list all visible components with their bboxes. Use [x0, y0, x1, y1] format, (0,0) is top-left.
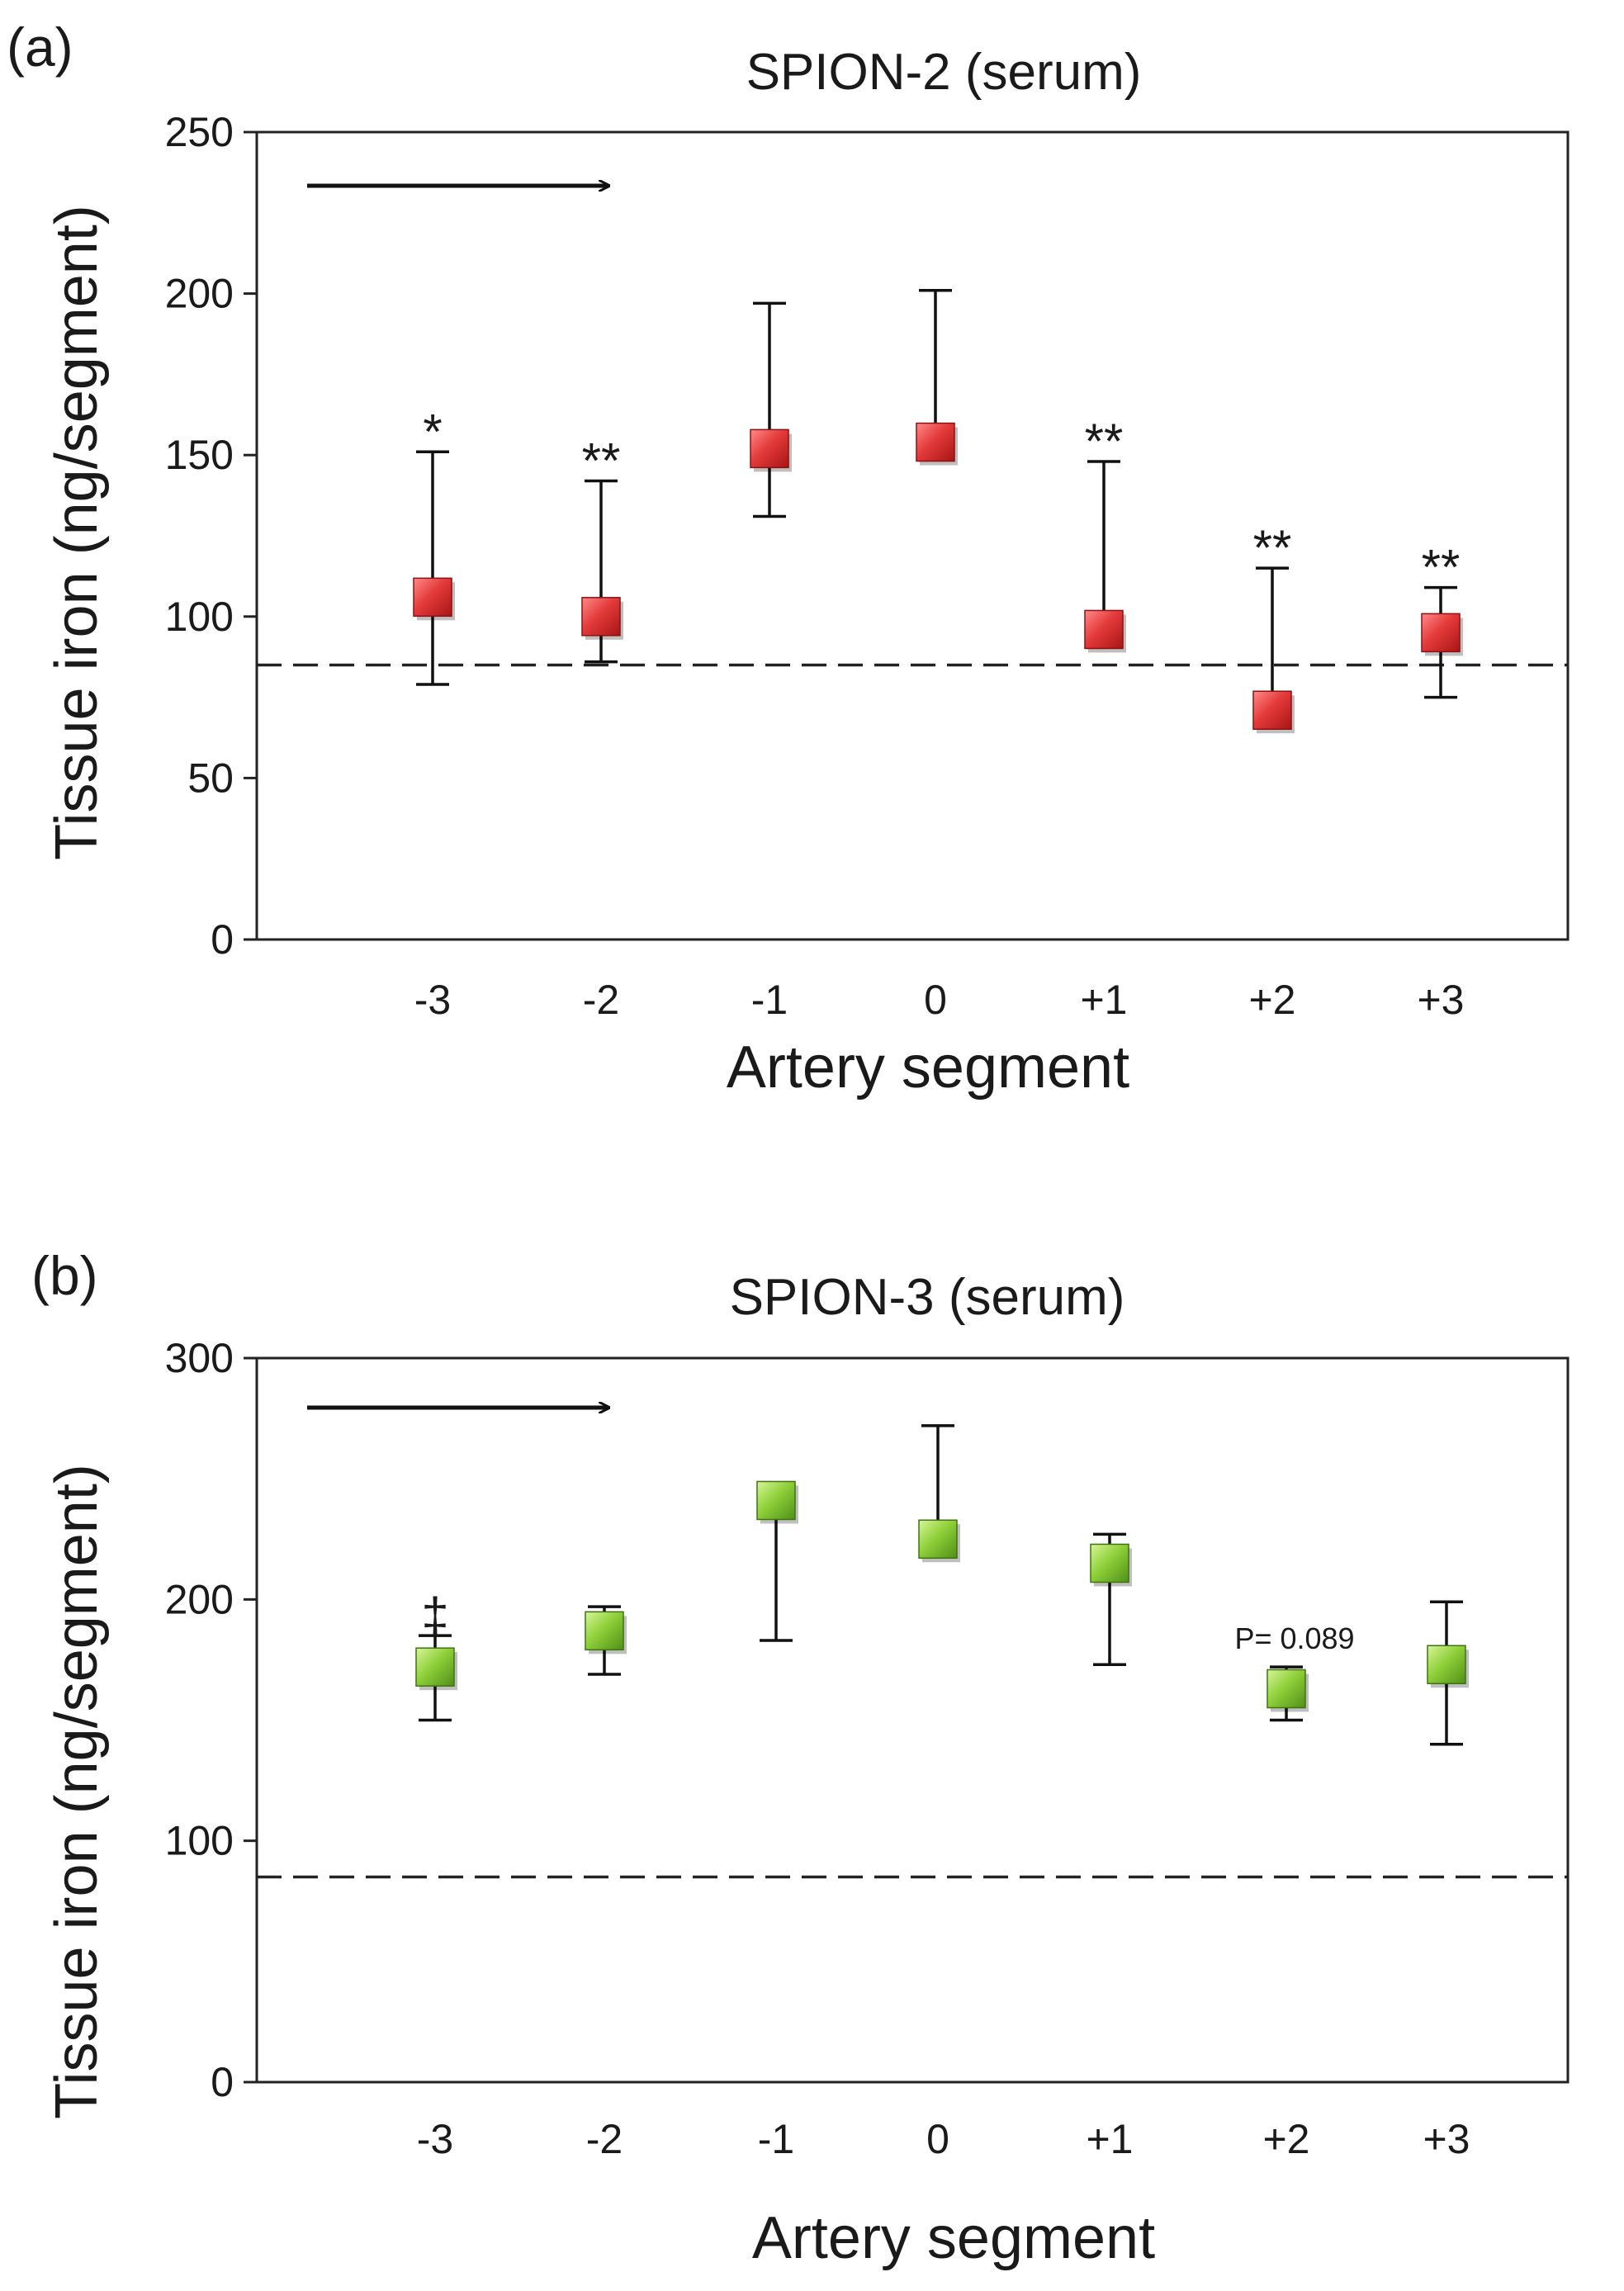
x-tick-label: -2 [583, 977, 619, 1023]
x-tick-label: +1 [1086, 2116, 1133, 2162]
chart-panel-a: (a) SPION-2 (serum) Tissue iron (ng/segm… [7, 17, 1570, 1101]
chart-title: SPION-3 (serum) [730, 1269, 1125, 1326]
data-point [918, 1519, 958, 1559]
data-point [415, 1647, 455, 1687]
x-tick-label: +2 [1248, 977, 1295, 1023]
x-tick-label: -1 [751, 977, 788, 1023]
y-tick-label: 0 [211, 2059, 234, 2105]
y-axis-title: Tissue iron (ng/segment) [44, 205, 110, 860]
significance-annotation: ** [1085, 414, 1124, 469]
significance-annotation: ** [1253, 520, 1292, 575]
x-tick-label: 0 [924, 977, 947, 1023]
plot-frame [255, 130, 1570, 941]
x-tick-label: +1 [1080, 977, 1127, 1023]
y-tick-label: 0 [211, 916, 234, 963]
significance-annotation: ‡ [421, 1588, 448, 1643]
x-tick-label: +3 [1417, 977, 1464, 1023]
y-tick-label: 200 [165, 1576, 234, 1622]
data-point [1252, 690, 1292, 730]
x-tick-label: -2 [586, 2116, 623, 2162]
x-tick-label: -3 [414, 977, 451, 1023]
y-tick-label: 50 [187, 755, 234, 801]
significance-annotation: * [423, 404, 442, 459]
y-tick-label: 100 [165, 1818, 234, 1864]
data-point [1084, 609, 1124, 650]
y-axis-title: Tissue iron (ng/segment) [44, 1464, 110, 2119]
x-tick-label: -3 [417, 2116, 453, 2162]
chart-title: SPION-2 (serum) [746, 44, 1142, 101]
data-point [1427, 1645, 1466, 1685]
x-tick-label: 0 [926, 2116, 949, 2162]
y-tick-label: 200 [165, 271, 234, 317]
panel-label: (b) [31, 1245, 98, 1306]
x-axis-title: Artery segment [727, 1034, 1129, 1101]
data-point [756, 1480, 796, 1521]
data-point [916, 422, 955, 462]
data-point [1090, 1543, 1129, 1583]
y-tick-label: 250 [165, 109, 234, 155]
x-tick-label: +2 [1262, 2116, 1309, 2162]
significance-annotation: ** [1422, 540, 1461, 595]
y-tick-label: 100 [165, 594, 234, 640]
y-tick-label: 300 [165, 1335, 234, 1381]
y-tick-label: 150 [165, 432, 234, 478]
data-point [1421, 613, 1461, 653]
data-point [585, 1611, 624, 1651]
x-axis-title: Artery segment [752, 2205, 1155, 2271]
x-tick-label: +3 [1423, 2116, 1470, 2162]
plot-frame [255, 1356, 1570, 2084]
data-point [1267, 1669, 1306, 1709]
x-tick-label: -1 [758, 2116, 794, 2162]
significance-annotation: P= 0.089 [1234, 1621, 1354, 1655]
chart-panel-b: (b) SPION-3 (serum) Tissue iron (ng/segm… [31, 1245, 1570, 2271]
data-point [413, 577, 452, 618]
panel-label: (a) [7, 17, 73, 78]
data-point [750, 428, 789, 469]
data-point [581, 597, 621, 637]
significance-annotation: ** [582, 433, 621, 488]
